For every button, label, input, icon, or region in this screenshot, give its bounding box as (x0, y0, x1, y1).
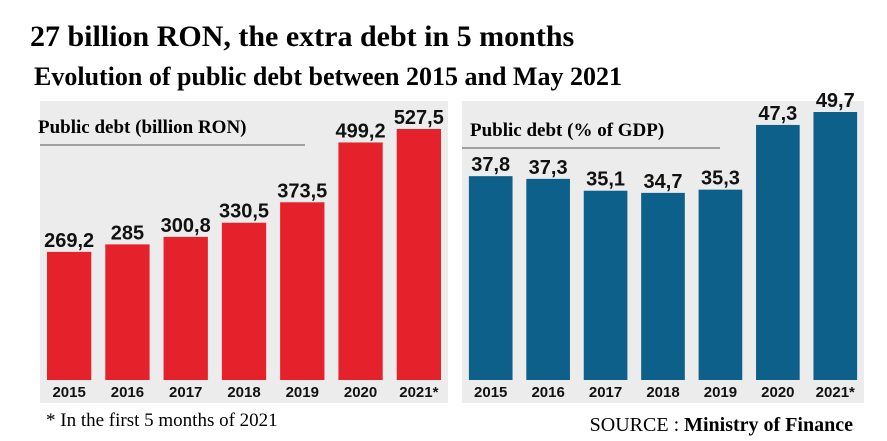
bar (105, 244, 150, 380)
bar (583, 190, 628, 380)
x-tick-label: 2018 (227, 384, 260, 401)
source-prefix: SOURCE : (589, 414, 685, 436)
bar (698, 189, 743, 380)
debt-pct-gdp-panel: Public debt (% of GDP) 37,8 2015 37,3 2016 35… (462, 90, 864, 403)
source-credit: SOURCE : Ministry of Finance (590, 414, 853, 437)
value-label: 499,2 (336, 120, 386, 142)
value-label: 37,3 (529, 157, 568, 179)
bar (396, 129, 442, 380)
panel-title: Public debt (billion RON) (38, 117, 247, 138)
chart-subtitle: Evolution of public debt between 2015 an… (34, 62, 622, 91)
x-tick-label: 2021* (399, 384, 438, 401)
bar (163, 236, 208, 380)
source-name: Ministry of Finance (684, 414, 853, 436)
bar (468, 176, 513, 380)
value-label: 37,8 (471, 154, 510, 176)
value-label: 35,3 (701, 168, 740, 190)
footnote: * In the first 5 months of 2021 (46, 410, 278, 431)
bar (813, 112, 858, 380)
x-tick-label: 2019 (704, 384, 737, 401)
bar (280, 202, 325, 380)
x-tick-label: 2018 (646, 384, 679, 401)
x-tick-label: 2019 (286, 384, 319, 401)
bar (756, 124, 800, 380)
x-tick-label: 2020 (344, 384, 377, 401)
x-tick-label: 2015 (474, 384, 507, 401)
x-tick-label: 2020 (761, 384, 794, 401)
x-tick-label: 2015 (52, 384, 85, 401)
value-label: 269,2 (44, 230, 94, 252)
debt-billion-ron-panel: Public debt (billion RON) 269,2 2015 285 201… (38, 101, 448, 403)
value-label: 527,5 (394, 107, 444, 129)
x-tick-label: 2017 (589, 384, 622, 401)
bar (46, 251, 92, 380)
bar (526, 178, 570, 380)
x-tick-label: 2017 (169, 384, 202, 401)
value-label: 330,5 (219, 201, 269, 223)
value-label: 285 (111, 222, 144, 244)
bar (338, 142, 383, 380)
x-tick-label: 2016 (111, 384, 144, 401)
value-label: 34,7 (644, 171, 683, 193)
value-label: 300,8 (161, 215, 211, 237)
bar (641, 192, 685, 380)
value-label: 49,7 (816, 90, 855, 112)
value-label: 35,1 (586, 169, 625, 191)
panel-title: Public debt (% of GDP) (470, 120, 664, 141)
x-tick-label: 2021* (816, 384, 855, 401)
chart-title: 27 billion RON, the extra debt in 5 mont… (30, 20, 575, 53)
value-label: 47,3 (758, 103, 797, 125)
bar (221, 222, 267, 380)
x-tick-label: 2016 (531, 384, 564, 401)
value-label: 373,5 (277, 180, 327, 202)
